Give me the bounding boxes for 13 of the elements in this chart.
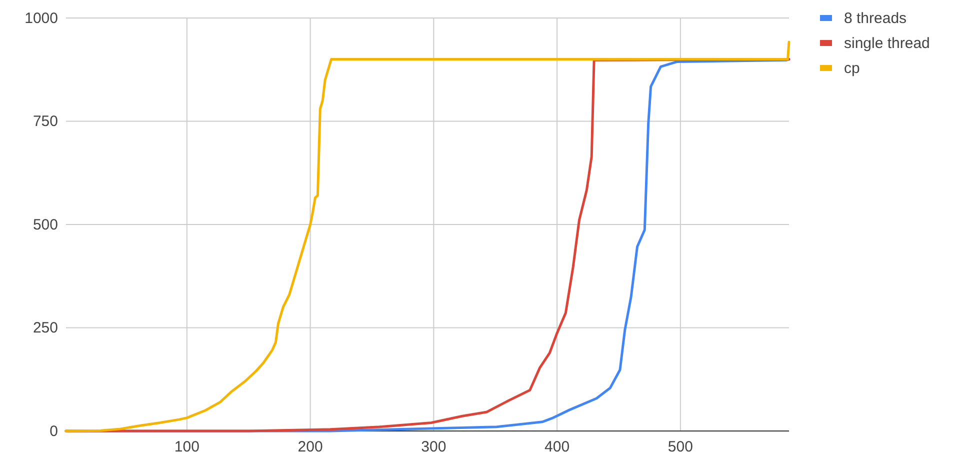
x-tick-label: 100: [174, 438, 200, 456]
y-tick-label: 500: [32, 216, 58, 234]
y-tick-label: 750: [32, 113, 58, 130]
legend-label: cp: [844, 60, 860, 77]
legend-label: 8 threads: [844, 10, 907, 27]
x-tick-label: 200: [298, 438, 323, 456]
x-tick-label: 500: [668, 438, 693, 456]
x-tick-label: 300: [421, 438, 446, 456]
x-tick-label: 400: [544, 438, 570, 456]
y-tick-label: 1000: [24, 10, 58, 27]
legend-label: single thread: [844, 35, 930, 52]
y-tick-label: 250: [32, 320, 58, 337]
y-tick-label: 0: [50, 422, 58, 440]
